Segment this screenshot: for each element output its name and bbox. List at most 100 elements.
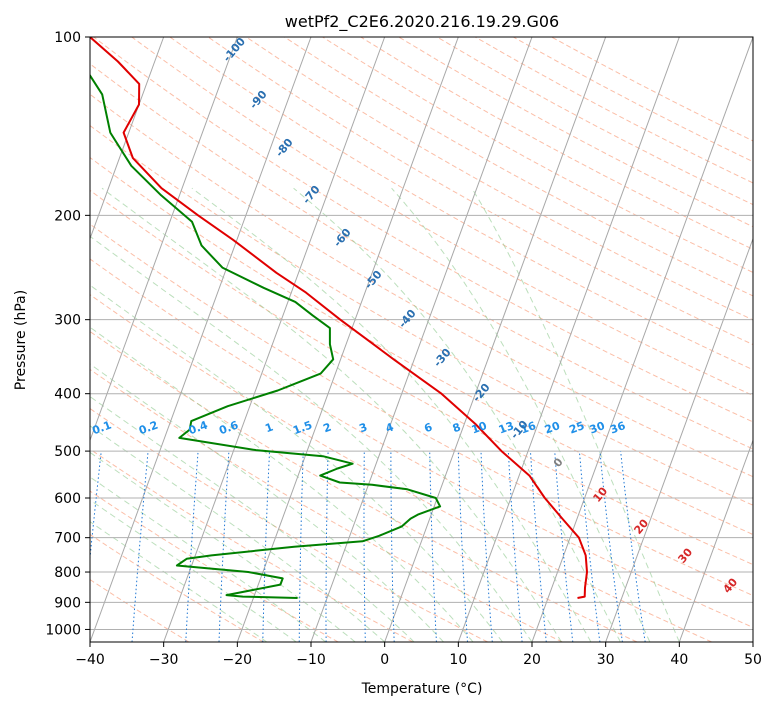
- dry-adiabat-label: -90: [247, 88, 270, 112]
- dry-adiabat-line: [93, 37, 753, 423]
- x-tick-label: 20: [523, 652, 541, 668]
- moist-adiabat-line: [391, 187, 651, 642]
- x-tick-label: 10: [449, 652, 467, 668]
- dry-adiabat-line: [90, 189, 753, 566]
- dry-adiabat-label: 0: [551, 455, 566, 469]
- dewpoint-profile-line: [90, 73, 442, 599]
- moist-adiabat-line: [471, 187, 680, 642]
- y-tick-label: 100: [54, 30, 81, 46]
- mixing-ratio-line: [620, 451, 646, 642]
- dry-adiabat-line: [284, 37, 753, 297]
- dry-adiabat-line: [90, 223, 753, 597]
- axes: −40 −30 −20 −10 0 10 20 30 40 5010009008007006005…: [45, 30, 762, 668]
- x-tick-label: 0: [380, 652, 389, 668]
- mixing-ratio-line: [390, 451, 395, 642]
- dry-adiabat-line: [90, 258, 753, 628]
- isotherm-line: [90, 37, 165, 241]
- dry-adiabat-line: [90, 533, 264, 642]
- mixing-ratio-label: 1.5: [291, 418, 314, 437]
- moist-adiabat-line: [90, 363, 444, 642]
- mixing-ratio-line: [529, 451, 547, 642]
- dry-adiabat-line: [90, 368, 563, 642]
- dry-adiabat-line: [322, 37, 753, 273]
- y-tick-label: 900: [54, 595, 81, 611]
- moist-adiabat-line: [90, 326, 474, 642]
- x-tick-label: 40: [670, 652, 688, 668]
- dry-adiabat-line: [90, 93, 753, 478]
- mixing-ratio-label: 6: [422, 420, 434, 435]
- mixing-ratio-label: 0.1: [90, 418, 113, 437]
- moist-adiabat-line: [90, 284, 503, 642]
- mixing-ratio-line: [578, 451, 601, 642]
- isotherm-line: [310, 37, 533, 642]
- isotherm-line: [605, 237, 753, 642]
- mixing-ratio-label: 10: [470, 419, 489, 437]
- y-tick-label: 200: [54, 208, 81, 224]
- mixing-ratio-label: 13: [497, 419, 516, 436]
- mixing-ratio-label: 0.2: [137, 418, 160, 437]
- isotherm-line: [90, 37, 312, 642]
- line-labels: 0.1 0.2 0.4 0.6 1 1.5 2 3 4 6 8 10 13 16 20 25 30 36-100-…: [90, 35, 740, 596]
- y-tick-label: 1000: [45, 622, 81, 638]
- dry-adiabat-label: 20: [631, 516, 651, 536]
- mixing-ratio-label: 0.4: [187, 418, 210, 437]
- mixing-ratio-line: [599, 451, 623, 642]
- data-series: [90, 37, 588, 599]
- dry-adiabat-line: [90, 407, 488, 642]
- moist-adiabat-line: [191, 187, 592, 642]
- mixing-ratio-line: [429, 451, 437, 642]
- mixing-ratio-line: [325, 451, 329, 642]
- isotherm-line: [384, 37, 607, 642]
- dry-adiabat-line: [513, 37, 753, 163]
- mixing-ratio-label: 8: [451, 420, 463, 435]
- mixing-ratio-label: 30: [588, 419, 607, 437]
- y-tick-label: 800: [54, 565, 81, 581]
- dry-adiabat-label: -50: [362, 268, 385, 292]
- temperature-profile-line: [90, 37, 588, 599]
- mixing-ratio-label: 3: [357, 420, 369, 435]
- isotherm-line: [236, 37, 459, 642]
- plot-frame: [89, 36, 754, 643]
- dry-adiabat-line: [90, 63, 753, 450]
- mixing-ratio-label: 25: [567, 419, 586, 436]
- isotherm-line: [163, 37, 386, 642]
- mixing-ratio-line: [507, 451, 523, 642]
- dry-adiabat-label: -70: [300, 183, 323, 207]
- dry-adiabat-line: [245, 37, 753, 321]
- dry-adiabat-label: -100: [220, 35, 248, 65]
- dry-adiabat-label: -60: [331, 226, 354, 250]
- mixing-ratio-line: [554, 451, 574, 642]
- mixing-ratio-line: [480, 451, 493, 642]
- moist-adiabat-line: [90, 476, 326, 642]
- y-tick-label: 600: [54, 491, 81, 507]
- y-tick-label: 400: [54, 387, 81, 403]
- grid-lines: [90, 37, 753, 642]
- dry-adiabat-line: [90, 330, 638, 642]
- mixing-ratio-line: [457, 451, 468, 642]
- moist-adiabat-line: [90, 499, 297, 642]
- dry-adiabat-line: [90, 294, 712, 642]
- chart-title: wetPf2_C2E6.2020.216.19.29.G06: [285, 12, 559, 32]
- isotherm-line: [752, 640, 753, 642]
- mixing-ratio-label: 0.6: [217, 418, 240, 437]
- mixing-ratio-line: [218, 451, 230, 642]
- dry-adiabat-label: 30: [675, 545, 695, 565]
- x-axis-label: Temperature (°C): [361, 681, 483, 697]
- dry-adiabat-label: -20: [470, 381, 493, 405]
- moist-adiabat-line: [90, 521, 268, 642]
- mixing-ratio-label: 1: [263, 420, 275, 435]
- dry-adiabat-label: -80: [273, 136, 296, 160]
- isotherm-line: [457, 37, 680, 642]
- dry-adiabat-line: [90, 448, 414, 642]
- isotherm-line: [678, 438, 753, 642]
- moist-adiabat-line: [90, 235, 533, 642]
- dry-adiabat-line: [398, 37, 753, 228]
- mixing-ratio-line: [90, 451, 102, 563]
- dry-adiabat-label: 10: [590, 484, 610, 504]
- y-tick-label: 300: [54, 313, 81, 329]
- x-tick-label: 50: [744, 652, 762, 668]
- mixing-ratio-line: [131, 451, 149, 642]
- y-axis-label: Pressure (hPa): [13, 290, 29, 390]
- isotherm-line: [531, 37, 753, 642]
